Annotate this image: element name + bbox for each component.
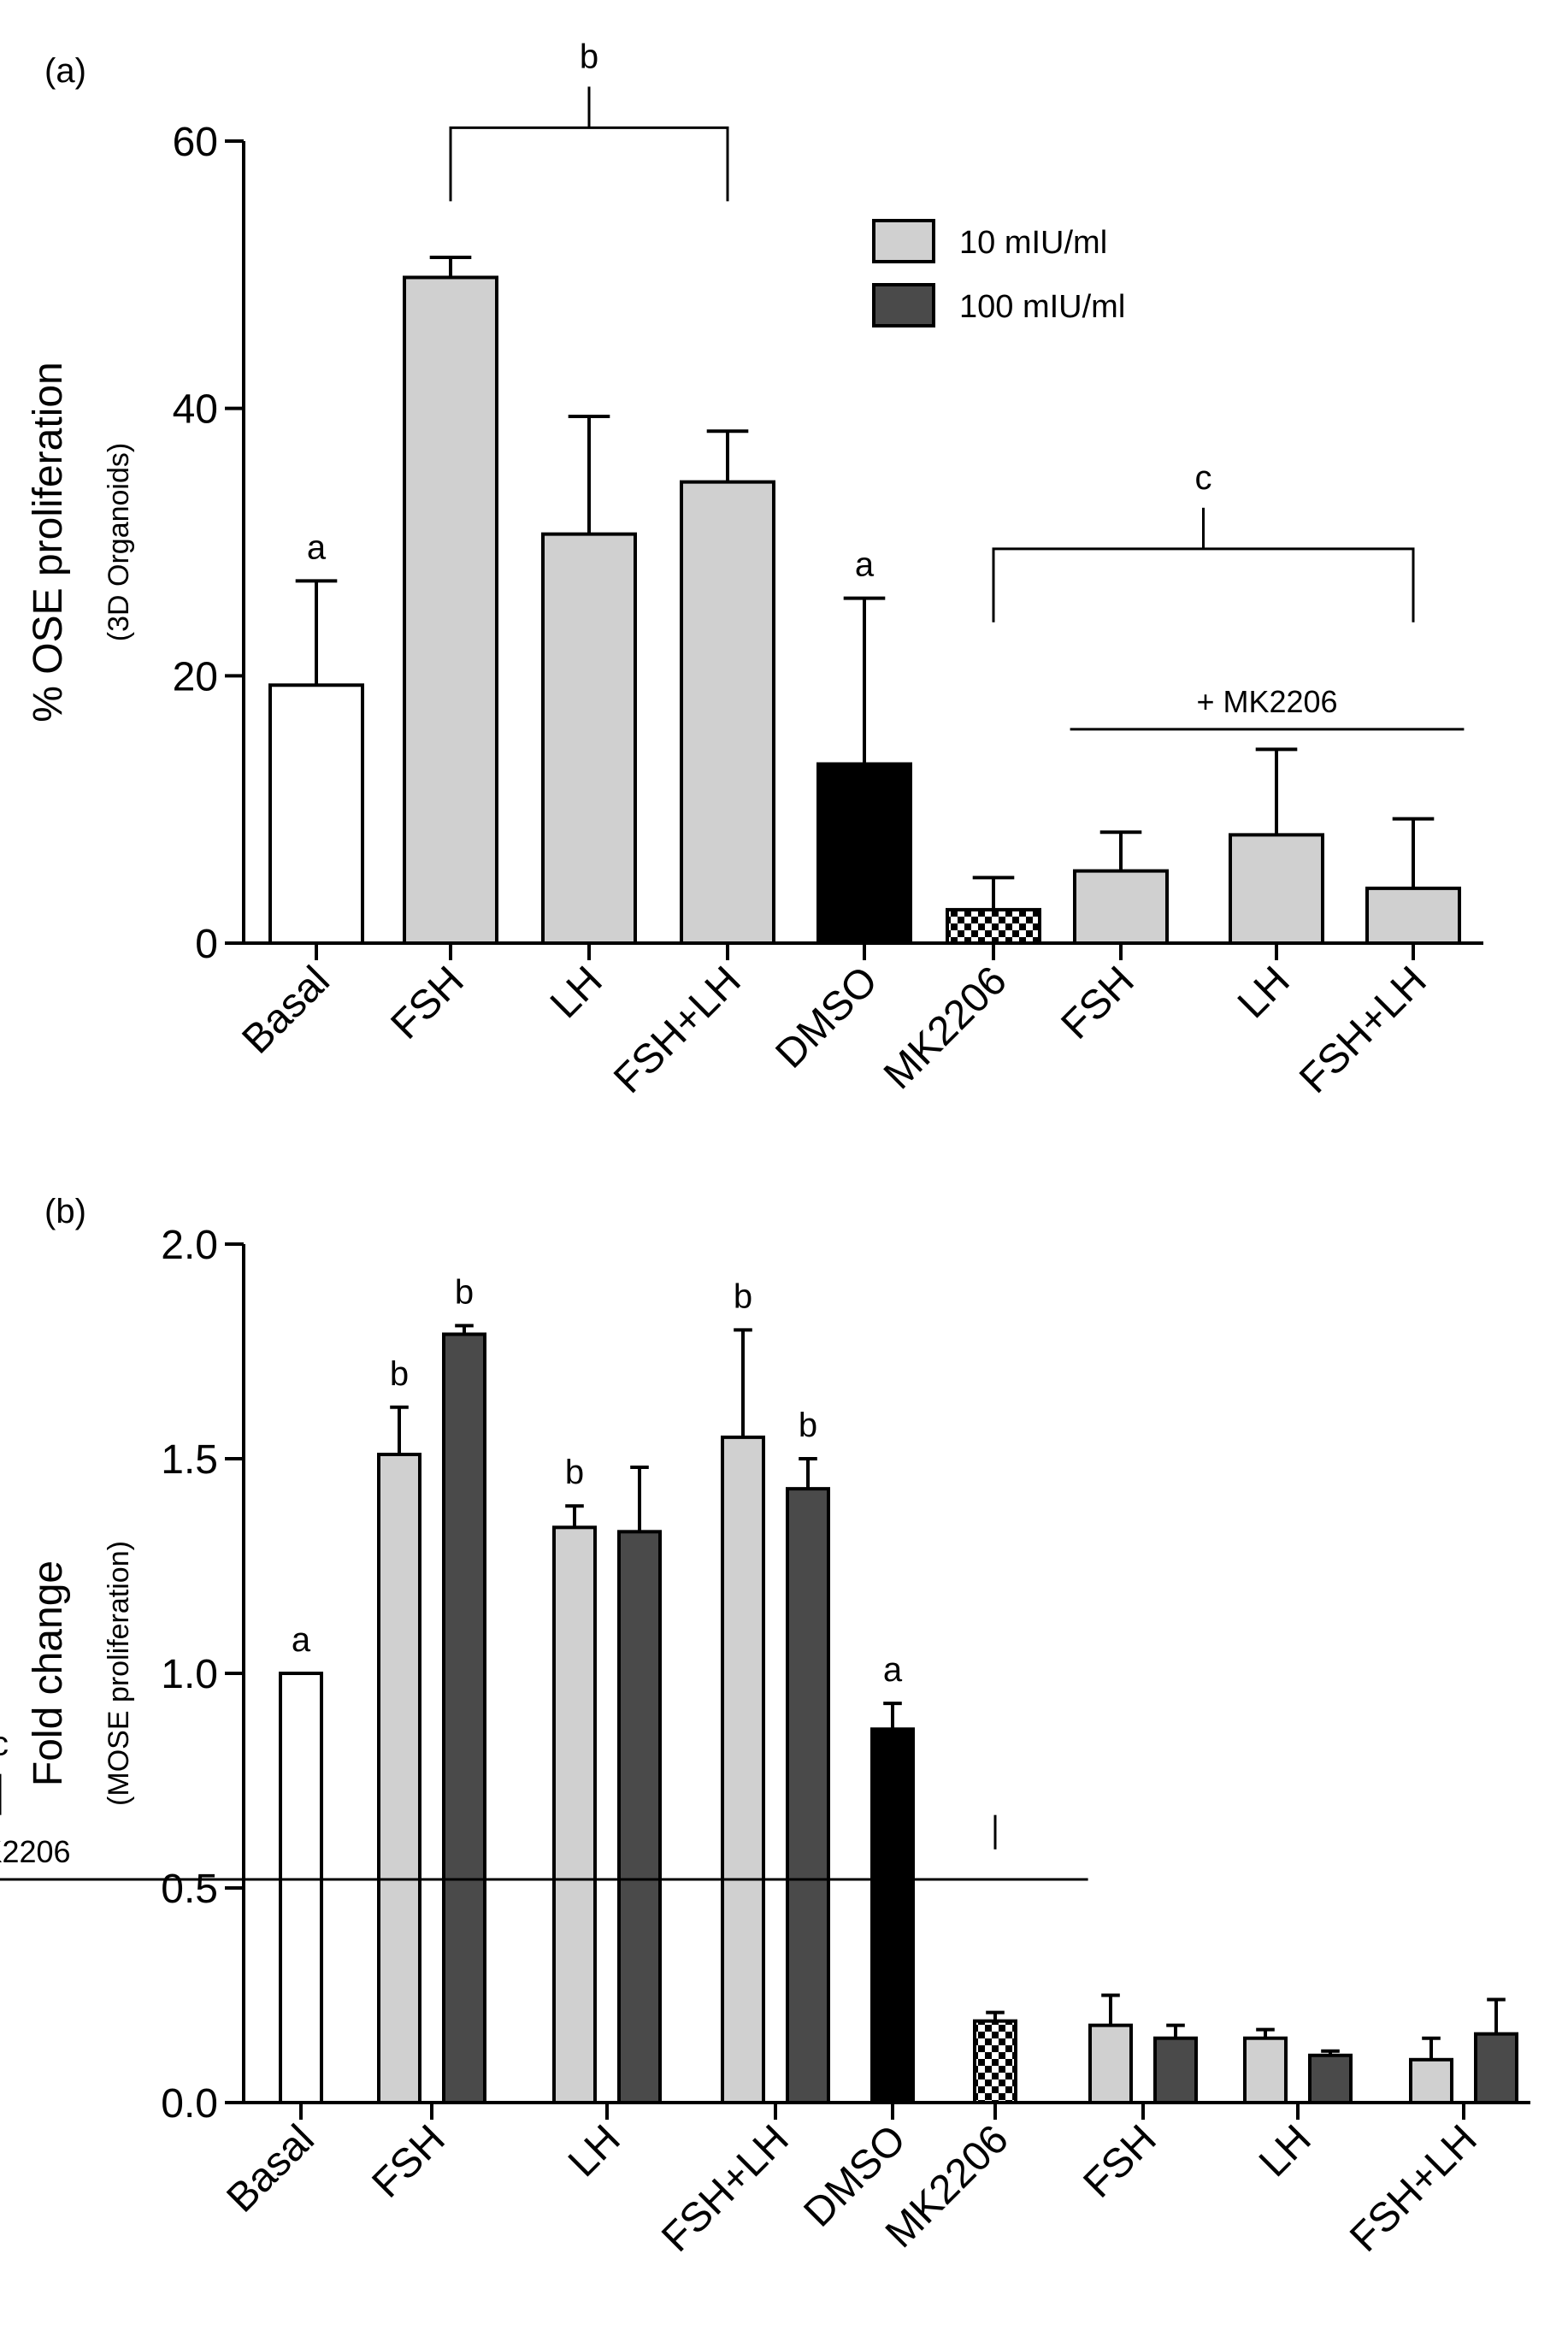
- y-axis-sublabel: (MOSE proliferation): [103, 1541, 135, 1806]
- bar: [721, 1435, 765, 2104]
- y-axis-sublabel: (3D Organoids): [103, 443, 135, 641]
- significance-letter: b: [799, 1407, 817, 1444]
- bar: [946, 907, 1041, 945]
- significance-letter: b: [565, 1454, 584, 1491]
- bar: [541, 532, 637, 945]
- bar: [816, 762, 912, 945]
- x-tick-label: FSH+LH: [653, 2116, 798, 2261]
- significance-letter: a: [307, 528, 327, 566]
- y-tick-label: 20: [173, 654, 218, 699]
- bracket-letter: c: [1195, 459, 1212, 497]
- legend-label: 100 mIU/ml: [959, 289, 1125, 325]
- y-tick-label: 2.0: [161, 1223, 218, 1268]
- treatment-label: + MK2206: [0, 1834, 71, 1869]
- legend-swatch: [872, 283, 935, 327]
- x-tick-label: FSH: [363, 2116, 453, 2206]
- y-tick-label: 1.0: [161, 1652, 218, 1697]
- legend-label: 10 mIU/ml: [959, 225, 1107, 261]
- bracket-letter: b: [580, 38, 598, 75]
- bracket-letter: c: [0, 1726, 9, 1763]
- y-tick-label: 40: [173, 387, 218, 433]
- significance-letter: a: [855, 546, 875, 584]
- bar: [1073, 869, 1169, 946]
- bar: [786, 1487, 830, 2104]
- bar: [1153, 2036, 1198, 2104]
- x-tick-label: DMSO: [767, 958, 886, 1077]
- x-tick-label: Basal: [218, 2116, 322, 2221]
- x-tick-label: FSH: [382, 958, 472, 1047]
- legend-swatch: [872, 219, 935, 263]
- bar: [870, 1727, 915, 2104]
- x-tick-label: LH: [1251, 2116, 1320, 2186]
- x-tick-label: MK2206: [875, 958, 1016, 1098]
- x-tick-label: LH: [542, 958, 611, 1027]
- significance-letter: a: [292, 1621, 311, 1659]
- significance-letter: b: [390, 1355, 409, 1393]
- bar: [279, 1672, 323, 2104]
- bar: [552, 1525, 597, 2104]
- y-tick-label: 0.5: [161, 1867, 218, 1912]
- significance-bracket: [992, 547, 1415, 622]
- treatment-label: + MK2206: [1196, 684, 1337, 719]
- x-tick-label: FSH: [1075, 2116, 1164, 2206]
- x-tick-label: FSH+LH: [1341, 2116, 1486, 2261]
- bar: [377, 1452, 421, 2104]
- bar: [268, 683, 364, 945]
- y-tick-label: 1.5: [161, 1437, 218, 1483]
- bar: [1409, 2057, 1453, 2105]
- significance-letter: b: [734, 1277, 752, 1315]
- x-tick-label: LH: [1229, 958, 1299, 1027]
- y-tick-label: 0.0: [161, 2081, 218, 2127]
- bar: [1243, 2036, 1288, 2104]
- y-tick-label: 60: [173, 120, 218, 165]
- significance-letter: a: [883, 1651, 903, 1689]
- x-tick-label: LH: [560, 2116, 629, 2186]
- bar: [442, 1332, 486, 2105]
- x-tick-label: FSH+LH: [605, 958, 750, 1102]
- y-tick-label: 0: [195, 922, 218, 967]
- bar: [973, 2019, 1017, 2105]
- y-axis-label: % OSE proliferation: [26, 362, 71, 723]
- y-axis-label: Fold change: [26, 1560, 71, 1786]
- bar: [1308, 2053, 1353, 2105]
- bar: [1365, 886, 1461, 945]
- x-tick-label: Basal: [233, 958, 338, 1062]
- panel-label: (b): [44, 1193, 86, 1230]
- panel-label: (a): [44, 52, 86, 90]
- bar: [617, 1530, 662, 2104]
- significance-letter: b: [455, 1273, 474, 1311]
- x-tick-label: FSH: [1052, 958, 1142, 1047]
- bar: [680, 480, 775, 945]
- significance-bracket: [449, 126, 729, 202]
- bar: [1088, 2023, 1133, 2104]
- x-tick-label: FSH+LH: [1291, 958, 1435, 1102]
- bar: [1229, 833, 1324, 945]
- bar: [403, 275, 498, 945]
- bar: [1474, 2032, 1518, 2104]
